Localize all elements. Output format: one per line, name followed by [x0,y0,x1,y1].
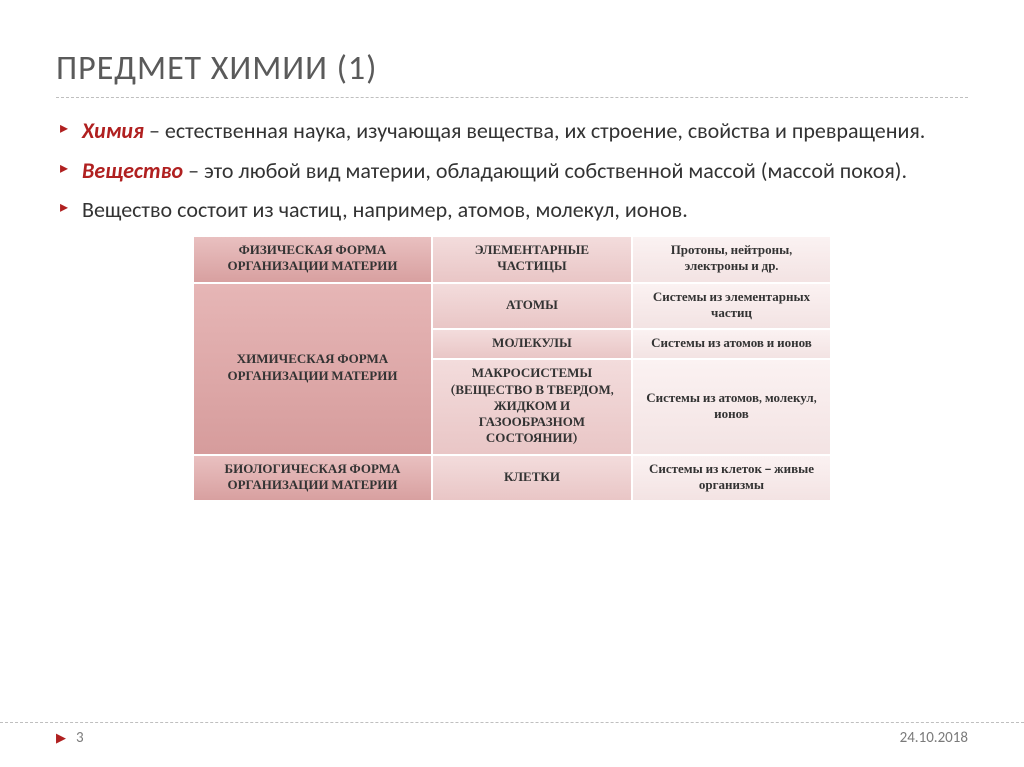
table-cell: ХИМИЧЕСКАЯ ФОРМА ОРГАНИЗАЦИИ МАТЕРИИ [194,284,431,454]
bullet-text: Вещество состоит из частиц, например, ат… [82,196,688,223]
matter-organization-table: ФИЗИЧЕСКАЯ ФОРМА ОРГАНИЗАЦИИ МАТЕРИИЭЛЕМ… [192,235,832,502]
slide: ПРЕДМЕТ ХИМИИ (1) Химия – естественная н… [0,0,1024,767]
term: Химия [82,117,144,144]
table-cell: МОЛЕКУЛЫ [433,330,631,358]
chevron-right-icon: ▶ [56,731,66,746]
table-cell: Протоны, нейтроны, электроны и др. [633,237,830,282]
table-cell: АТОМЫ [433,284,631,329]
table-cell: Системы из атомов, молекул, ионов [633,360,830,453]
footer: ▶ 3 24.10.2018 [0,722,1024,747]
bullet-text: – естественная наука, изучающая вещества… [144,117,925,144]
page-number: 3 [76,729,84,747]
term: Вещество [82,157,183,184]
bullet-item: Вещество состоит из частиц, например, ат… [60,195,968,225]
bullet-item: Вещество – это любой вид материи, облада… [60,156,968,186]
table-row: ХИМИЧЕСКАЯ ФОРМА ОРГАНИЗАЦИИ МАТЕРИИАТОМ… [194,284,830,329]
footer-date: 24.10.2018 [900,729,968,747]
footer-left: ▶ 3 [56,729,84,747]
table-cell: Системы из атомов и ионов [633,330,830,358]
bullet-item: Химия – естественная наука, изучающая ве… [60,116,968,146]
bullet-list: Химия – естественная наука, изучающая ве… [56,116,968,225]
bullet-text: – это любой вид материи, обладающий собс… [183,157,907,184]
table-cell: МАКРОСИСТЕМЫ (ВЕЩЕСТВО В ТВЕРДОМ, ЖИДКОМ… [433,360,631,453]
table-cell: Системы из элементарных частиц [633,284,830,329]
table-row: ФИЗИЧЕСКАЯ ФОРМА ОРГАНИЗАЦИИ МАТЕРИИЭЛЕМ… [194,237,830,282]
matter-table-wrap: ФИЗИЧЕСКАЯ ФОРМА ОРГАНИЗАЦИИ МАТЕРИИЭЛЕМ… [192,235,832,502]
table-row: БИОЛОГИЧЕСКАЯ ФОРМА ОРГАНИЗАЦИИ МАТЕРИИК… [194,456,830,501]
table-cell: Системы из клеток – живые организмы [633,456,830,501]
title-divider [56,97,968,98]
table-cell: БИОЛОГИЧЕСКАЯ ФОРМА ОРГАНИЗАЦИИ МАТЕРИИ [194,456,431,501]
table-cell: ЭЛЕМЕНТАРНЫЕ ЧАСТИЦЫ [433,237,631,282]
table-cell: ФИЗИЧЕСКАЯ ФОРМА ОРГАНИЗАЦИИ МАТЕРИИ [194,237,431,282]
table-cell: КЛЕТКИ [433,456,631,501]
slide-title: ПРЕДМЕТ ХИМИИ (1) [56,48,968,89]
